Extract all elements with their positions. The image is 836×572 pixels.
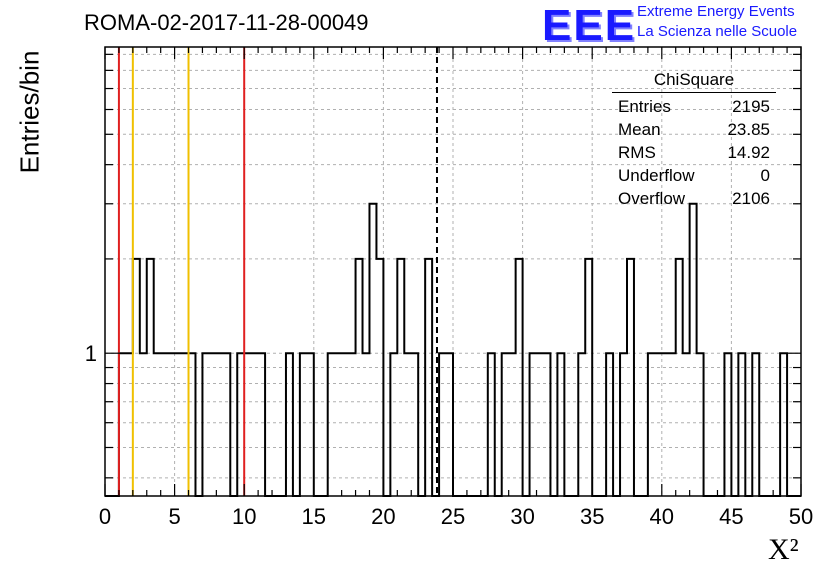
stats-label: RMS xyxy=(618,143,656,162)
y-tick-label: 1 xyxy=(85,341,97,366)
stats-row-overflow: Overflow 2106 xyxy=(612,187,776,210)
stats-row-rms: RMS 14.92 xyxy=(612,141,776,164)
stats-label: Entries xyxy=(618,97,671,116)
logo-line-1: Extreme Energy Events xyxy=(637,3,795,20)
eee-logo: EEE xyxy=(542,1,637,50)
stats-value: 2106 xyxy=(732,189,770,208)
x-tick-label: 5 xyxy=(168,504,180,529)
x-tick-label: 10 xyxy=(232,504,256,529)
stats-title: ChiSquare xyxy=(612,70,776,93)
stats-box: ChiSquare Entries 2195 Mean 23.85 RMS 14… xyxy=(612,70,776,210)
stats-value: 14.92 xyxy=(727,143,770,162)
x-tick-label: 30 xyxy=(510,504,534,529)
plot-title: ROMA-02-2017-11-28-00049 xyxy=(84,10,369,35)
stats-row-underflow: Underflow 0 xyxy=(612,164,776,187)
stats-row-entries: Entries 2195 xyxy=(612,95,776,118)
logo-line-2: La Scienza nelle Scuole xyxy=(637,23,798,40)
stats-label: Mean xyxy=(618,120,661,139)
stats-label: Underflow xyxy=(618,166,695,185)
x-tick-label: 20 xyxy=(371,504,395,529)
x-axis-label: X² xyxy=(768,533,799,566)
x-tick-label: 45 xyxy=(719,504,743,529)
stats-label: Overflow xyxy=(618,189,686,208)
stats-value: 0 xyxy=(760,166,770,185)
x-tick-label: 15 xyxy=(302,504,326,529)
x-tick-label: 0 xyxy=(99,504,111,529)
stats-value: 2195 xyxy=(732,97,770,116)
stats-value: 23.85 xyxy=(727,120,770,139)
x-tick-label: 40 xyxy=(650,504,674,529)
x-tick-label: 25 xyxy=(441,504,465,529)
y-axis-label: Entries/bin xyxy=(14,50,45,174)
stats-row-mean: Mean 23.85 xyxy=(612,118,776,141)
x-tick-label: 35 xyxy=(580,504,604,529)
x-tick-label: 50 xyxy=(789,504,813,529)
